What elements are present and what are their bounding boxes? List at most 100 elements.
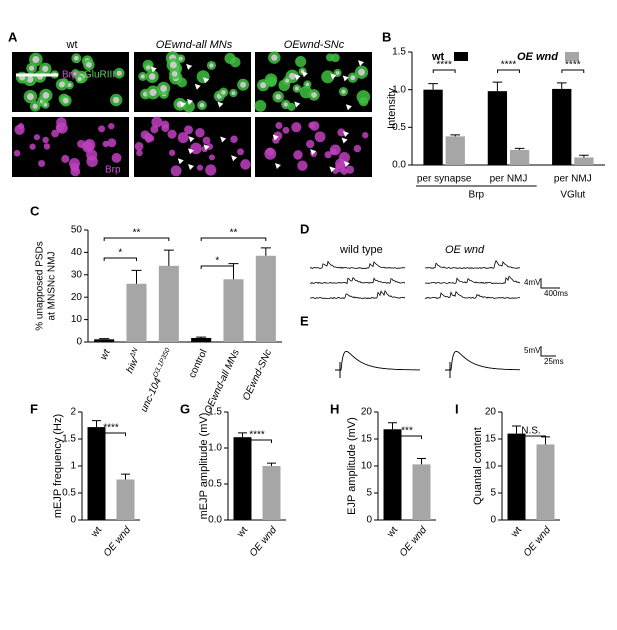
y-tick-label: 1.5 [392, 47, 406, 58]
error-bar [556, 82, 567, 89]
y-tick-label: 40 [71, 247, 83, 258]
puncta [102, 140, 109, 148]
puncta [169, 61, 177, 69]
puncta [295, 55, 307, 68]
stain-label: Brp [105, 165, 121, 176]
category-text: wt [384, 524, 400, 540]
puncta [231, 91, 236, 95]
category-text: wt [98, 347, 113, 362]
panel-label: I [455, 401, 459, 416]
puncta [98, 125, 106, 133]
category-text: wt [508, 524, 524, 540]
category-text: unc-104 [138, 376, 163, 414]
puncta [353, 144, 362, 153]
puncta [116, 70, 122, 76]
error-bar [131, 269, 142, 284]
y-tick-label: 20 [361, 407, 373, 418]
arrowhead [217, 101, 224, 108]
category-text: OEwnd-all MNs [202, 348, 241, 416]
y-tick-label: 0 [76, 337, 82, 348]
puncta [58, 81, 65, 88]
puncta [67, 83, 72, 88]
y-tick-label: 30 [71, 269, 83, 280]
puncta [297, 160, 308, 171]
puncta [285, 78, 290, 83]
y-tick-label: 1.0 [208, 443, 222, 454]
puncta [161, 124, 170, 133]
puncta [42, 136, 49, 144]
arrowhead [274, 163, 281, 170]
puncta [62, 97, 69, 104]
y-tick-label: 5 [366, 488, 372, 499]
puncta [305, 82, 310, 87]
trace [445, 350, 521, 371]
column-title: OE wnd [445, 244, 485, 256]
puncta [275, 93, 282, 100]
bar [509, 149, 530, 165]
column-title: OEwnd-SNc [284, 39, 345, 51]
category-text: OE wnd [522, 524, 554, 559]
bar [126, 283, 147, 342]
puncta [196, 70, 210, 84]
puncta [345, 165, 355, 174]
puncta [113, 96, 120, 104]
trace [424, 275, 520, 285]
significance-bracket [561, 69, 585, 73]
significance-label: * [215, 256, 219, 267]
error-bar [99, 338, 110, 340]
trace [310, 290, 406, 300]
puncta [42, 91, 50, 99]
x-tick-label: unc-104O3.1P350 [137, 347, 177, 414]
bar [255, 255, 276, 342]
arrowhead [272, 134, 279, 141]
arrowhead [301, 71, 308, 78]
error-bar [196, 336, 207, 338]
panel-label: C [30, 203, 40, 218]
puncta [107, 138, 117, 148]
arrowhead [231, 155, 238, 162]
arrowhead [342, 75, 349, 82]
significance-label: **** [436, 60, 452, 71]
arrowhead [150, 66, 157, 73]
puncta [140, 74, 145, 79]
x-tick-label: wt [88, 524, 104, 540]
puncta [32, 56, 40, 63]
bar [262, 466, 281, 520]
puncta [146, 65, 151, 70]
puncta [70, 166, 81, 177]
bar [574, 157, 594, 165]
y-tick-label: 20 [485, 407, 497, 418]
y-tick-label: 1.5 [62, 434, 76, 445]
puncta [338, 152, 351, 164]
puncta [170, 165, 182, 177]
column-title: wild type [339, 244, 383, 256]
x-tick-label: hiwΔN [123, 346, 145, 375]
puncta [264, 147, 277, 160]
y-axis-label: % unapposed PSDs [35, 241, 46, 331]
significance-label: **** [249, 430, 265, 441]
y-axis-label: Intensity [386, 88, 398, 129]
error-bar [238, 432, 247, 438]
error-bar [388, 422, 397, 430]
error-bar [121, 473, 130, 480]
arrowhead [203, 144, 210, 151]
arrowhead [194, 83, 201, 90]
x-tick-label: per NMJ [554, 174, 592, 185]
puncta [29, 143, 36, 150]
puncta [38, 160, 46, 168]
panel-label: G [180, 401, 190, 416]
puncta [83, 139, 96, 151]
scale-label: 5mV [524, 346, 541, 355]
y-axis-label: mEJP amplitude (mV) [198, 413, 210, 520]
y-tick-label: 20 [71, 292, 83, 303]
x-tick-label: OE wnd [398, 524, 430, 559]
legend-label: wt [431, 51, 445, 63]
bar [412, 464, 431, 520]
significance-bracket [432, 69, 456, 73]
panel-label: D [300, 221, 309, 236]
category-text: control [187, 348, 210, 380]
arrowhead [186, 63, 193, 70]
puncta [237, 148, 244, 156]
puncta [108, 122, 115, 130]
category-text: wt [88, 524, 104, 540]
